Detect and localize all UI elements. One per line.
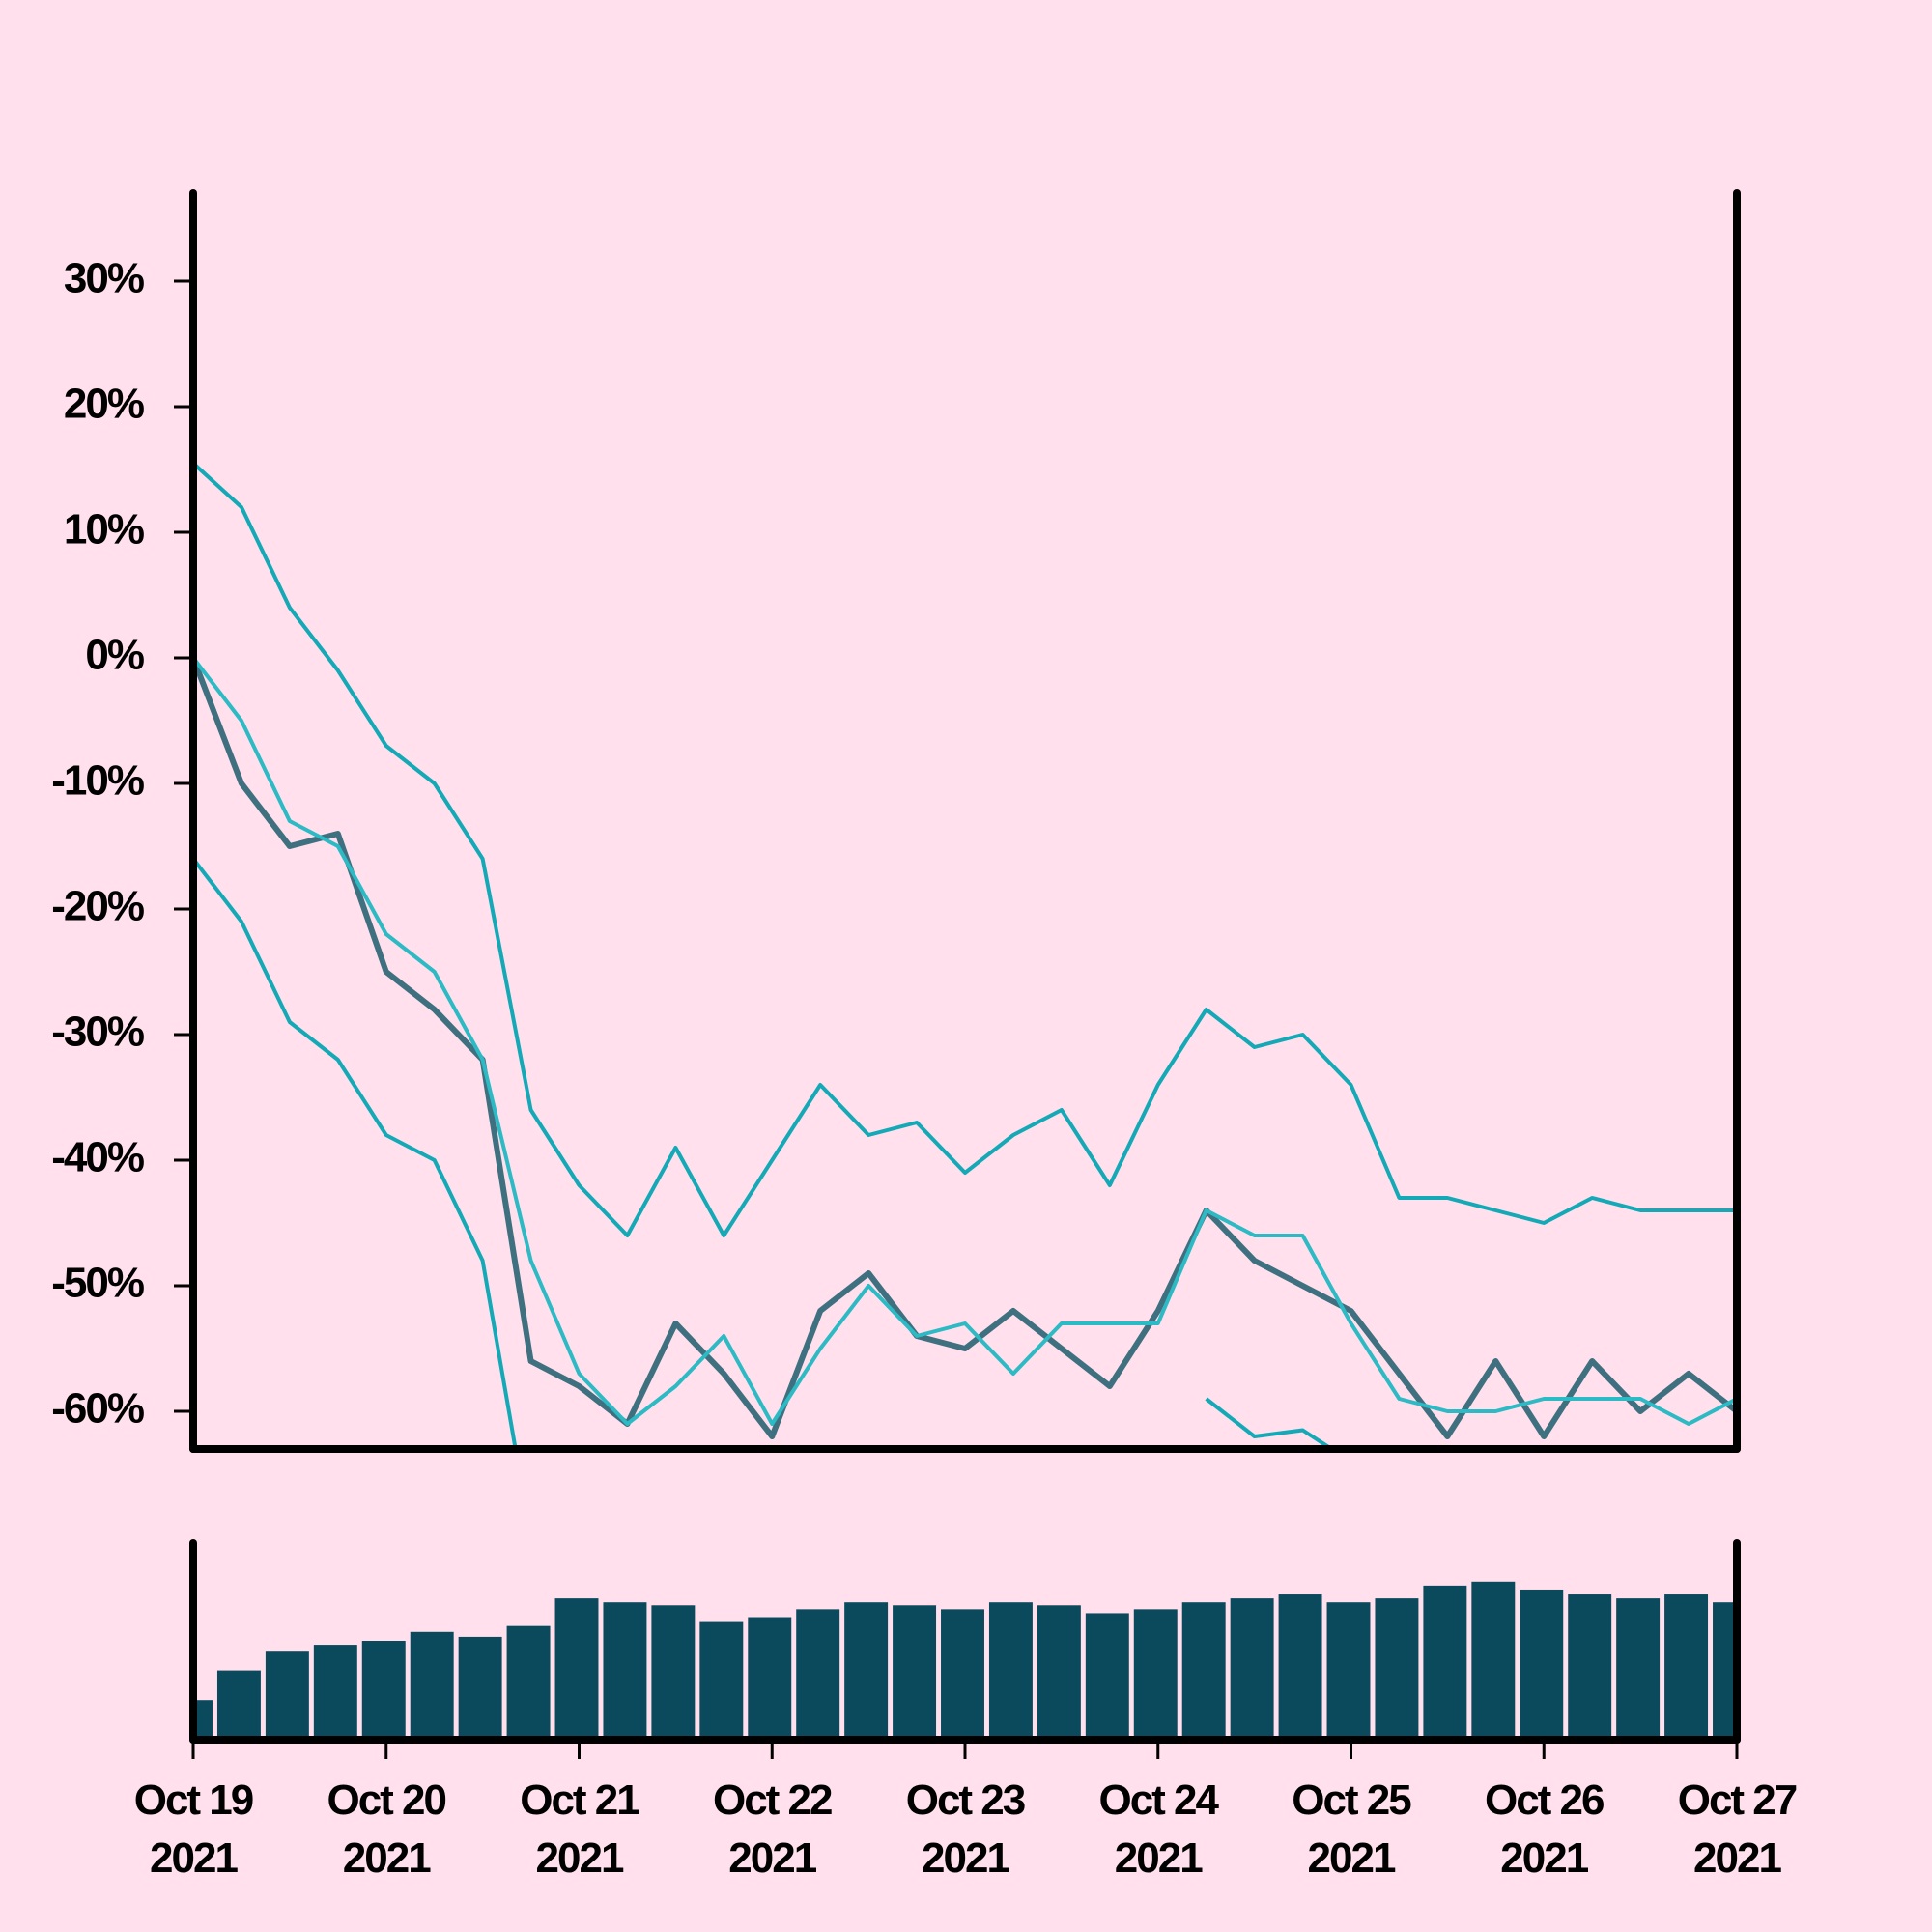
y-tick-label: 30% — [64, 255, 144, 302]
y-tick-label: -40% — [51, 1134, 144, 1181]
volume-bar — [554, 1598, 599, 1740]
volume-bar — [1181, 1602, 1226, 1740]
volume-bar — [1133, 1609, 1178, 1740]
volume-bar — [893, 1605, 937, 1740]
x-tick-label: Oct 23 2021 — [906, 1776, 1025, 1882]
volume-bar — [1616, 1598, 1661, 1740]
x-tick-label-line: 2021 — [536, 1834, 624, 1882]
series-line — [193, 656, 1737, 1426]
x-tick-label: Oct 26 2021 — [1485, 1776, 1604, 1882]
y-tick-label: -50% — [51, 1260, 144, 1307]
x-tick-label-line: Oct 20 — [327, 1776, 445, 1824]
volume-bar — [1520, 1589, 1564, 1740]
volume-bar — [361, 1641, 406, 1740]
x-tick-label: Oct 24 2021 — [1098, 1776, 1219, 1882]
y-tick-label: 0% — [85, 632, 143, 679]
x-tick-label-line: 2021 — [1693, 1834, 1781, 1882]
volume-bar — [699, 1621, 744, 1740]
x-tick-label-line: Oct 24 — [1098, 1776, 1219, 1824]
volume-bar — [988, 1602, 1033, 1740]
x-tick-label: Oct 20 2021 — [327, 1776, 445, 1882]
x-tick-label-line: 2021 — [343, 1834, 431, 1882]
volume-bar — [1085, 1613, 1129, 1740]
axes: -60% -50% -40% -30% -20% -10% 0% 10% 20% 30% Oct 1… — [51, 189, 1799, 1882]
volume-bar — [1471, 1581, 1516, 1740]
x-tick-label-line: 2021 — [150, 1834, 238, 1882]
x-tick-label: Oct 21 2021 — [520, 1776, 639, 1882]
volume-bar — [1713, 1602, 1737, 1740]
x-tick-label-line: Oct 19 — [134, 1776, 253, 1824]
volume-bar — [1326, 1602, 1371, 1740]
x-tick-label-line: Oct 21 — [520, 1776, 639, 1824]
y-tick-label: 20% — [64, 381, 144, 428]
volume-bar — [458, 1636, 502, 1740]
x-tick-label-line: Oct 25 — [1292, 1776, 1411, 1824]
x-tick-label-line: Oct 22 — [713, 1776, 832, 1824]
volume-bar — [844, 1602, 889, 1740]
series-line — [193, 462, 1737, 1237]
y-tick-label: 10% — [64, 506, 144, 554]
volume-bar — [313, 1645, 357, 1740]
x-tick-label: Oct 19 2021 — [134, 1776, 253, 1882]
volume-bar — [1568, 1594, 1612, 1740]
price-panel — [193, 462, 1737, 1449]
volume-bar — [216, 1670, 261, 1740]
volume-bar — [1230, 1598, 1274, 1740]
volume-bar — [410, 1631, 454, 1740]
volume-bar — [603, 1602, 647, 1740]
volume-bar — [1664, 1594, 1709, 1740]
x-tick-label: Oct 22 2021 — [713, 1776, 832, 1882]
volume-bar — [193, 1700, 213, 1740]
y-tick-label: -20% — [51, 883, 144, 930]
x-tick-label-line: 2021 — [728, 1834, 816, 1882]
volume-bar — [651, 1605, 696, 1740]
volume-bar — [941, 1609, 984, 1740]
volume-bar — [265, 1651, 309, 1740]
y-tick-label: -60% — [51, 1385, 144, 1433]
x-tick-label: Oct 25 2021 — [1292, 1776, 1411, 1882]
y-tick-label: -10% — [51, 757, 144, 805]
x-tick-label-line: Oct 23 — [906, 1776, 1025, 1824]
x-tick-label-line: 2021 — [1500, 1834, 1588, 1882]
y-tick-label: -30% — [51, 1009, 144, 1056]
volume-bar — [1423, 1585, 1467, 1740]
x-tick-label-line: 2021 — [922, 1834, 1009, 1882]
x-tick-label-line: Oct 27 — [1678, 1776, 1797, 1824]
volume-bar — [796, 1609, 840, 1740]
volume-bar — [1375, 1598, 1419, 1740]
x-tick-label: Oct 27 2021 — [1678, 1776, 1797, 1882]
volume-bar — [748, 1617, 792, 1740]
x-tick-label-line: 2021 — [1115, 1834, 1203, 1882]
x-tick-label-line: 2021 — [1308, 1834, 1396, 1882]
volume-bar — [506, 1625, 551, 1740]
volume-panel — [193, 1581, 1737, 1740]
volume-bar — [1037, 1605, 1081, 1740]
series-line — [193, 656, 1737, 1439]
x-tick-label-line: Oct 26 — [1485, 1776, 1604, 1824]
volume-bar — [1278, 1594, 1322, 1740]
